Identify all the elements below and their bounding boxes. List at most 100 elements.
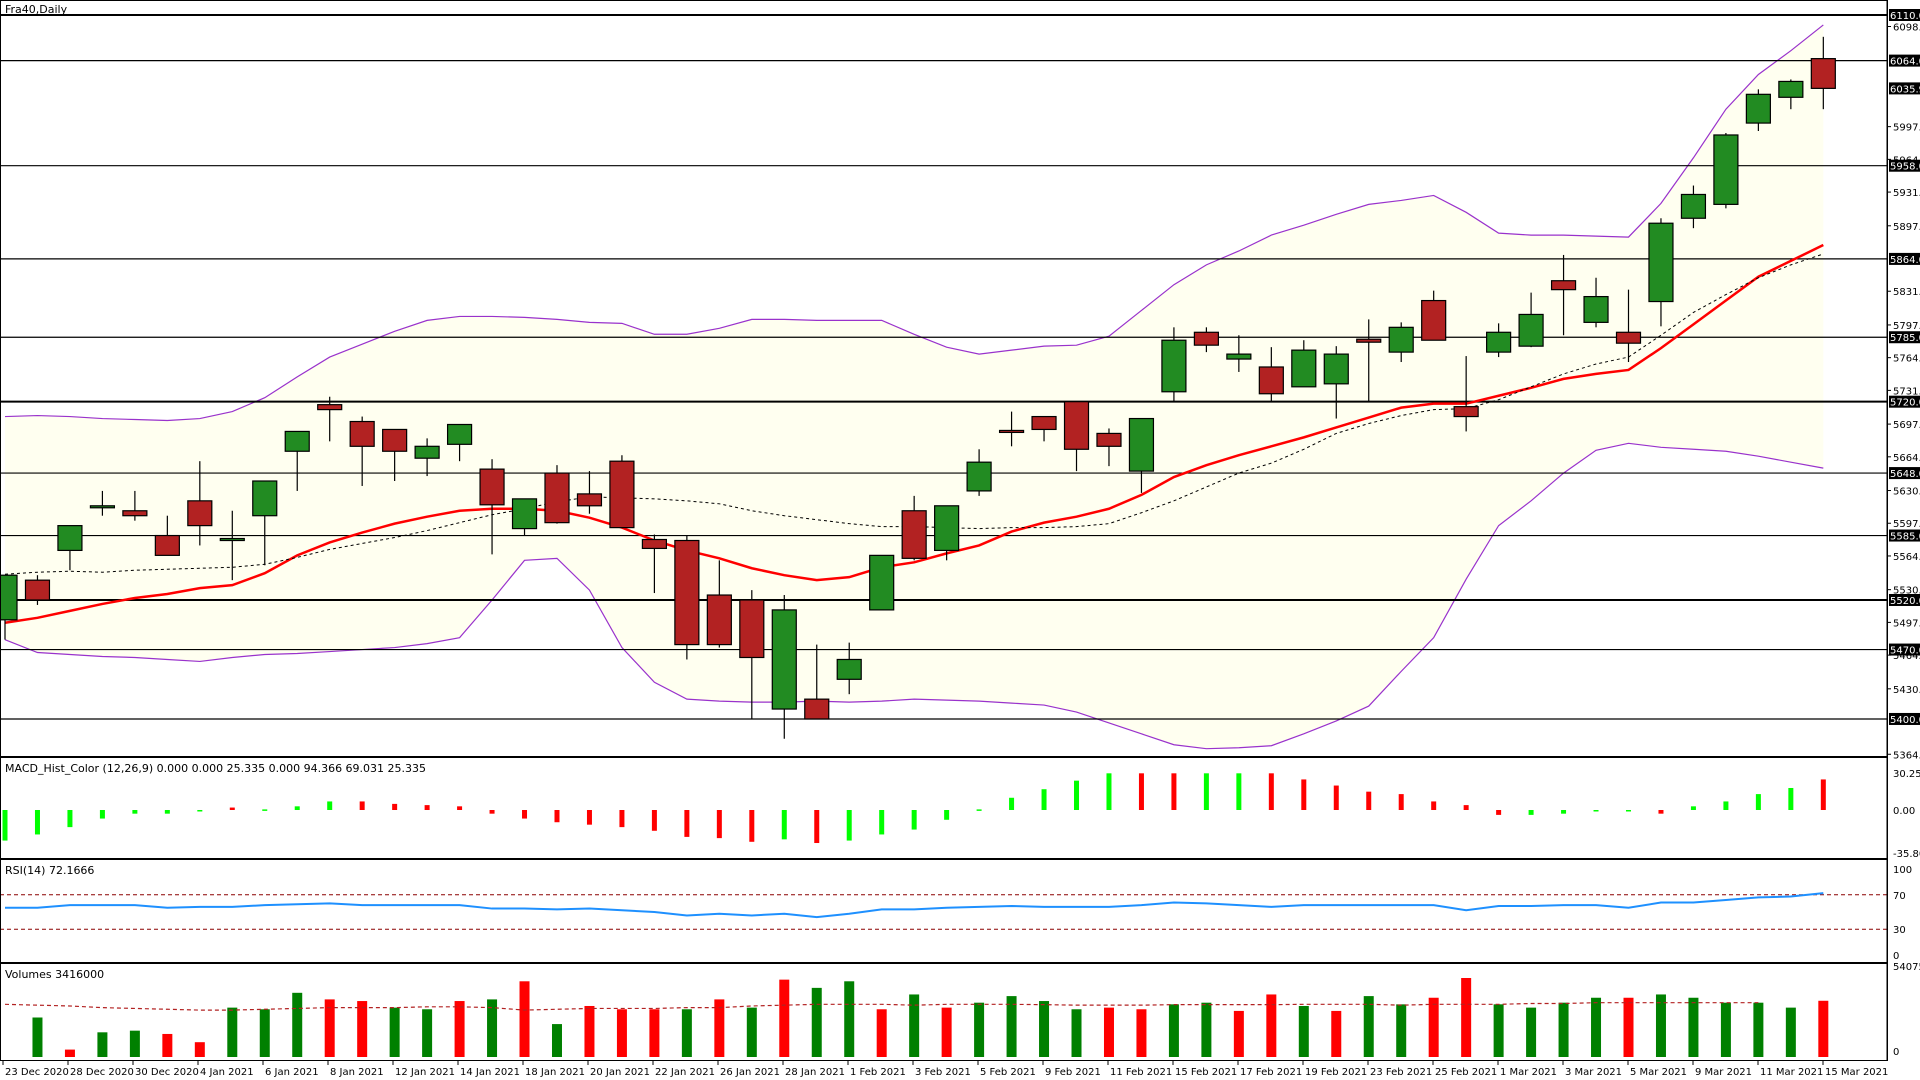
price-tick-label: 5731.40	[1893, 386, 1920, 397]
candle[interactable]	[414, 438, 440, 477]
volume-bar	[616, 1009, 627, 1057]
candle[interactable]	[511, 498, 538, 536]
candle[interactable]	[24, 575, 51, 605]
candle[interactable]	[349, 416, 375, 486]
rsi-axis-label: 0	[1893, 951, 1899, 962]
candle[interactable]	[1550, 254, 1577, 336]
price-tick-label: 5697.40	[1893, 420, 1920, 431]
price-tag-label: 5720.00	[1890, 398, 1920, 409]
macd-bar	[1463, 805, 1469, 810]
macd-bar	[294, 806, 300, 810]
candle[interactable]	[1291, 340, 1317, 388]
candle[interactable]	[1810, 36, 1836, 110]
candle[interactable]	[706, 560, 732, 648]
main-pane[interactable]	[0, 14, 1887, 750]
candle[interactable]	[89, 490, 116, 516]
candle[interactable]	[1031, 415, 1057, 442]
candle[interactable]	[901, 495, 927, 561]
date-label: 6 Jan 2021	[265, 1067, 319, 1078]
macd-axis-label: 30.258	[1893, 769, 1920, 780]
candle[interactable]	[609, 455, 635, 529]
candle[interactable]	[1258, 347, 1284, 402]
candle[interactable]	[934, 505, 960, 561]
candle[interactable]	[1096, 428, 1122, 467]
candle[interactable]	[122, 490, 148, 521]
candle[interactable]	[187, 461, 213, 546]
volume-pane[interactable]	[4, 977, 1829, 1057]
candle-body	[934, 505, 960, 552]
candle[interactable]	[1323, 346, 1349, 419]
volume-bar	[32, 1017, 43, 1057]
macd-bar	[327, 801, 333, 810]
macd-bar	[554, 810, 560, 823]
candle[interactable]	[317, 396, 343, 442]
macd-bar	[1431, 801, 1437, 810]
candle[interactable]	[1193, 327, 1219, 353]
candle[interactable]	[1583, 277, 1609, 328]
candle[interactable]	[998, 411, 1025, 447]
candle-body	[1810, 58, 1836, 89]
macd-bar	[1009, 797, 1015, 810]
candle[interactable]	[1063, 401, 1090, 472]
candle[interactable]	[576, 471, 603, 514]
candle[interactable]	[1226, 335, 1252, 372]
macd-bar	[1366, 791, 1372, 810]
macd-bar	[1171, 773, 1177, 810]
candle[interactable]	[1518, 292, 1544, 348]
candle-body	[1388, 326, 1414, 353]
candle[interactable]	[57, 525, 83, 571]
macd-pane[interactable]	[2, 773, 1826, 844]
candle-body	[154, 534, 180, 556]
volume-bar	[1331, 1010, 1342, 1057]
candle[interactable]	[1680, 185, 1707, 229]
rsi-pane[interactable]	[0, 892, 1887, 930]
volume-bar	[194, 1042, 205, 1057]
candle[interactable]	[1778, 79, 1804, 110]
candle[interactable]	[804, 644, 830, 720]
candle[interactable]	[641, 534, 668, 594]
candle[interactable]	[0, 574, 18, 640]
candle[interactable]	[154, 515, 180, 556]
price-tick-label: 5797.40	[1893, 321, 1920, 332]
candle-body	[511, 498, 538, 530]
candle[interactable]	[479, 459, 505, 555]
candle[interactable]	[739, 590, 765, 719]
macd-bar	[1528, 810, 1534, 815]
volume-bar	[876, 1009, 887, 1057]
candle[interactable]	[1453, 356, 1479, 432]
candle[interactable]	[1388, 322, 1414, 363]
macd-bar	[489, 810, 495, 814]
volume-bar	[519, 981, 530, 1057]
volume-bar	[551, 1024, 562, 1057]
candle[interactable]	[1421, 290, 1447, 341]
macd-bar	[1333, 785, 1339, 810]
candle[interactable]	[771, 595, 797, 739]
candle[interactable]	[284, 430, 310, 491]
candle[interactable]	[1745, 89, 1771, 132]
candle[interactable]	[252, 480, 278, 566]
candle[interactable]	[219, 510, 245, 581]
macd-bar	[1723, 801, 1729, 810]
price-tag-bg	[1889, 643, 1920, 656]
candle[interactable]	[382, 428, 408, 482]
macd-bar	[1690, 806, 1696, 810]
candle[interactable]	[869, 554, 895, 611]
candle[interactable]	[1648, 218, 1674, 327]
candle[interactable]	[1486, 323, 1512, 358]
candle[interactable]	[674, 535, 700, 660]
volume-bar	[649, 1009, 660, 1057]
date-label: 30 Dec 2020	[135, 1067, 199, 1078]
price-tag-bg	[1889, 467, 1920, 480]
candle[interactable]	[1128, 417, 1155, 493]
candle[interactable]	[544, 465, 570, 524]
candle[interactable]	[1356, 319, 1382, 402]
candle[interactable]	[446, 423, 473, 462]
candle[interactable]	[1161, 327, 1187, 402]
date-label: 4 Jan 2021	[200, 1067, 254, 1078]
volume-bar	[1591, 997, 1602, 1057]
candle[interactable]	[1713, 132, 1739, 209]
candle[interactable]	[966, 449, 992, 496]
candle[interactable]	[1615, 289, 1642, 363]
candle[interactable]	[836, 642, 862, 695]
